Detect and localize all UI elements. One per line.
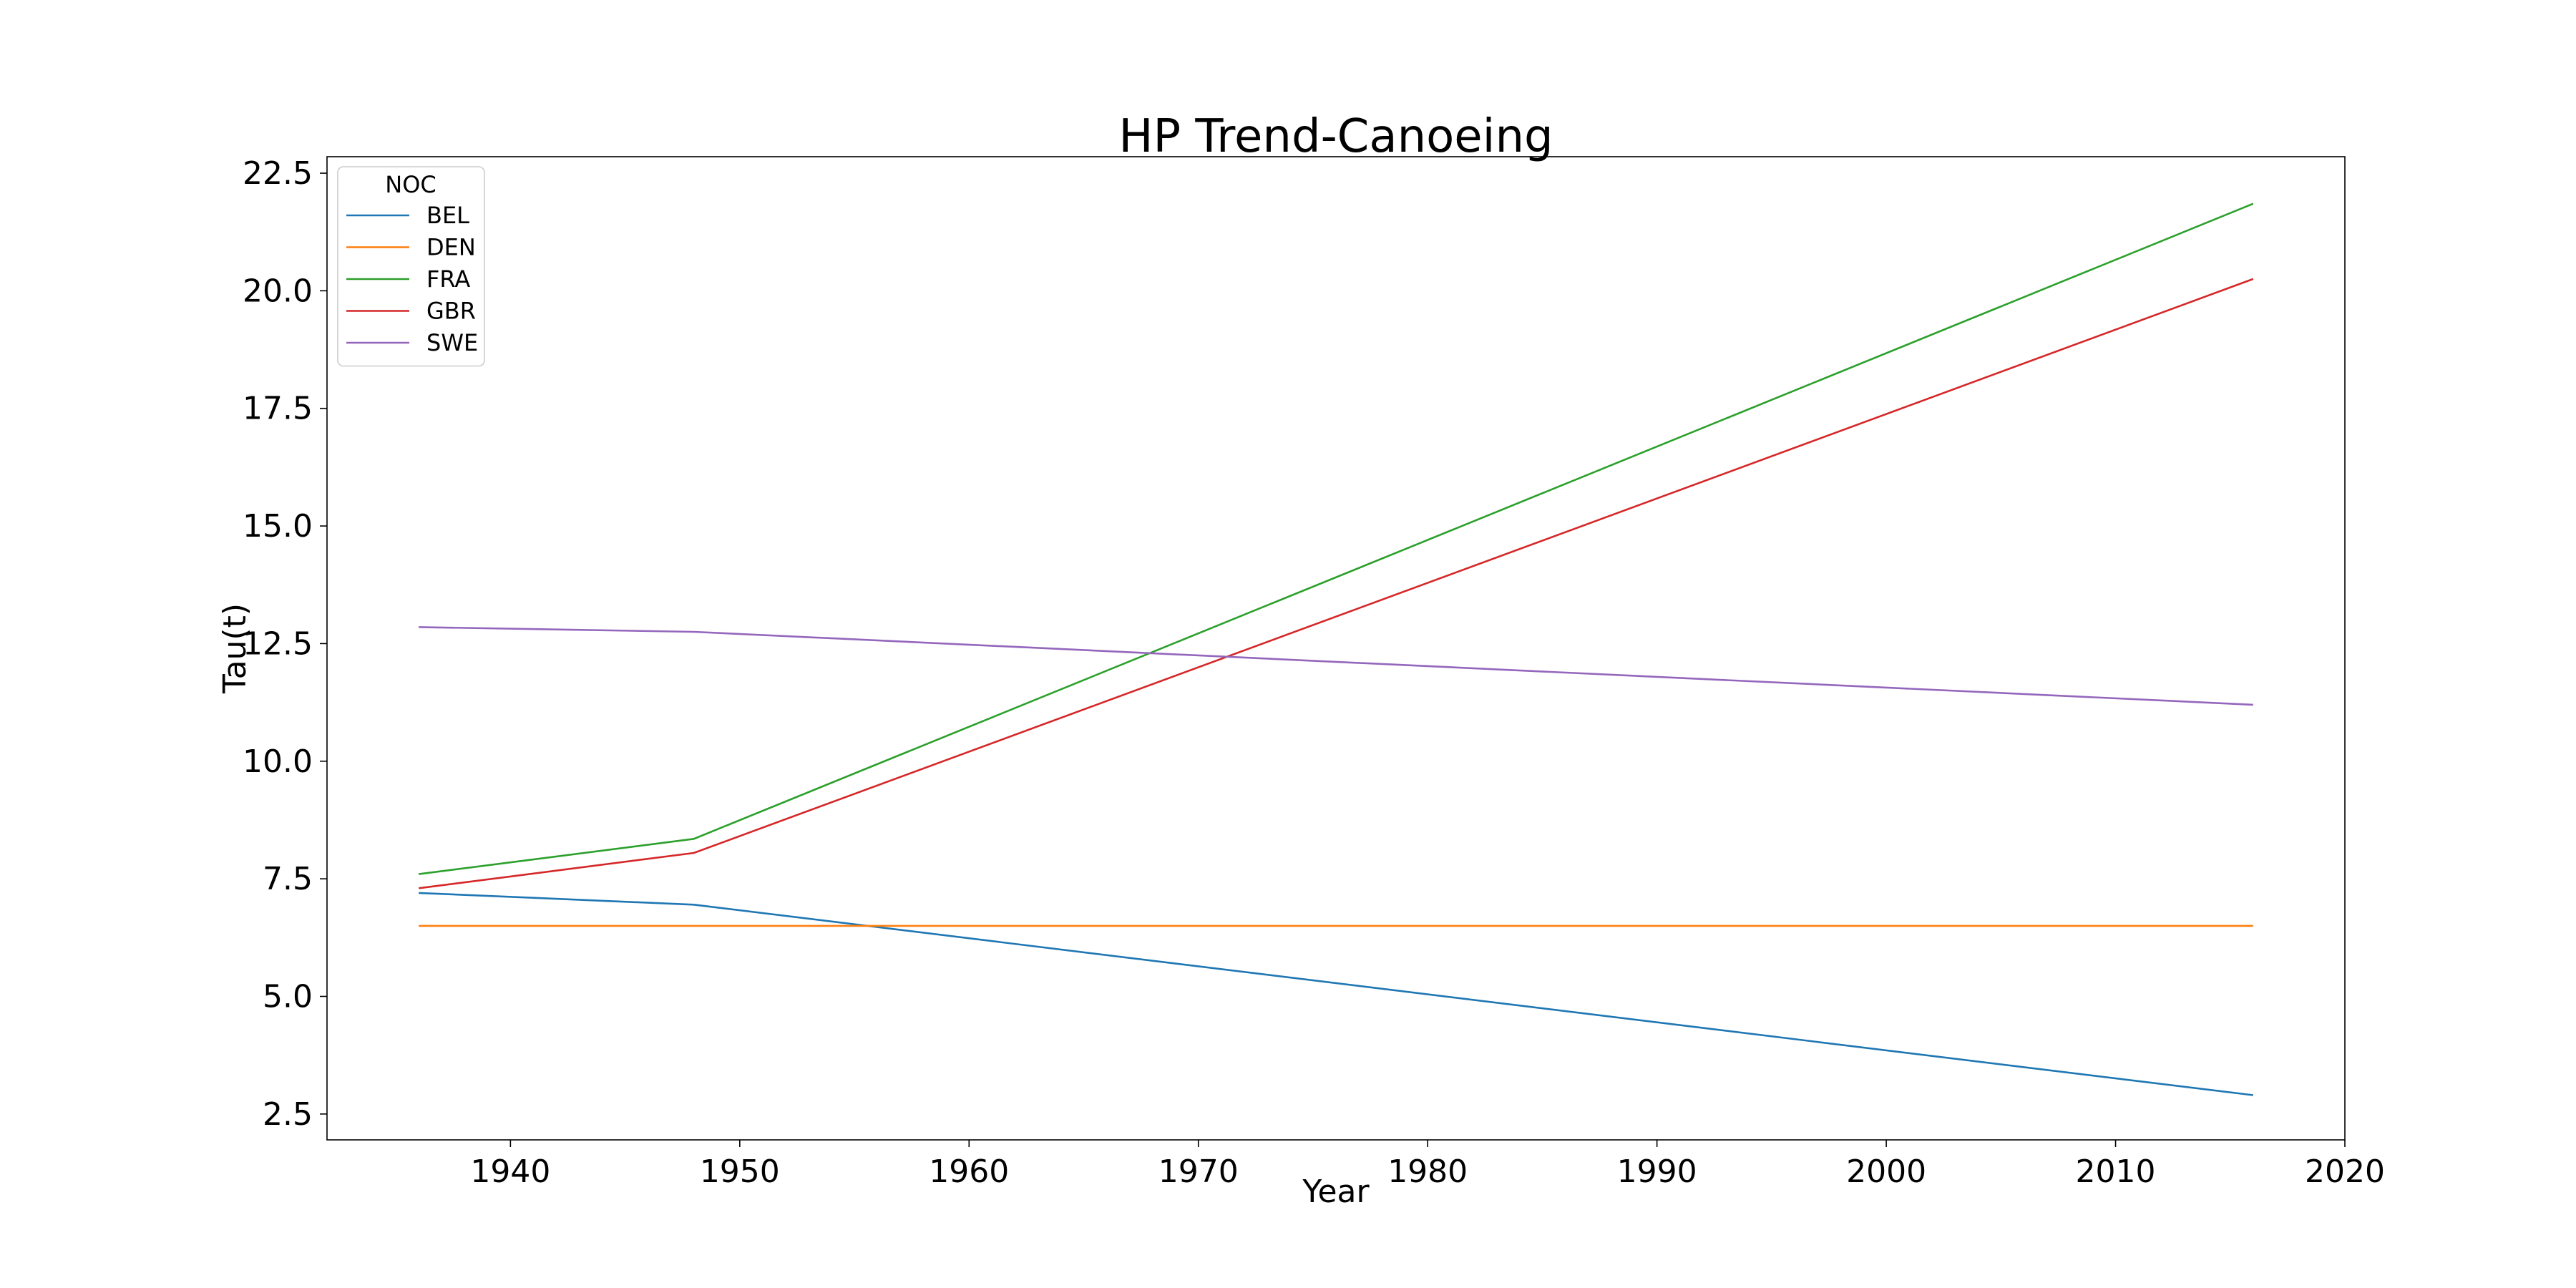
legend-label-bel: BEL	[426, 202, 469, 229]
series-line-bel	[419, 892, 2253, 1096]
legend-label-swe: SWE	[426, 329, 478, 356]
plot-frame	[326, 156, 2346, 1141]
y-tick-label: 2.5	[263, 1096, 313, 1133]
legend-label-fra: FRA	[426, 265, 470, 293]
y-tick-label: 5.0	[263, 978, 313, 1015]
chart-title: HP Trend-Canoeing	[1118, 110, 1553, 163]
x-tick-label: 1990	[1617, 1153, 1697, 1190]
y-tick-label: 12.5	[243, 625, 313, 662]
x-axis-title: Year	[1302, 1174, 1370, 1210]
y-tick-label: 20.0	[243, 273, 313, 309]
series-line-gbr	[419, 278, 2254, 889]
y-tick-label: 17.5	[243, 391, 313, 427]
series-line-fra	[419, 203, 2254, 875]
y-tick-label: 7.5	[263, 861, 313, 897]
legend-box	[337, 166, 485, 367]
x-tick-label: 1970	[1158, 1153, 1239, 1190]
legend-title: NOC	[385, 171, 436, 198]
legend-label-den: DEN	[426, 234, 476, 261]
series-line-swe	[419, 626, 2253, 706]
series-lines	[419, 203, 2254, 1096]
y-axis-title: Tau(t)	[217, 603, 253, 694]
x-tick-label: 1950	[700, 1153, 780, 1190]
x-tick-label: 1980	[1387, 1153, 1468, 1190]
y-tick-label: 10.0	[243, 743, 313, 780]
legend-label-gbr: GBR	[426, 298, 476, 325]
x-tick-label: 2000	[1846, 1153, 1926, 1190]
y-tick-label: 15.0	[243, 508, 313, 545]
axes: 1940 1950 1960 1970 1980 1990 2000 2010 2020 2.5 5…	[243, 155, 2385, 1190]
legend: NOC BEL DEN FRA GBR SWE	[337, 166, 485, 367]
y-tick-label: 22.5	[243, 155, 313, 192]
x-tick-label: 1960	[929, 1153, 1009, 1190]
x-tick-label: 2020	[2305, 1153, 2385, 1190]
x-tick-label: 1940	[470, 1153, 550, 1190]
x-tick-label: 2010	[2076, 1153, 2156, 1190]
